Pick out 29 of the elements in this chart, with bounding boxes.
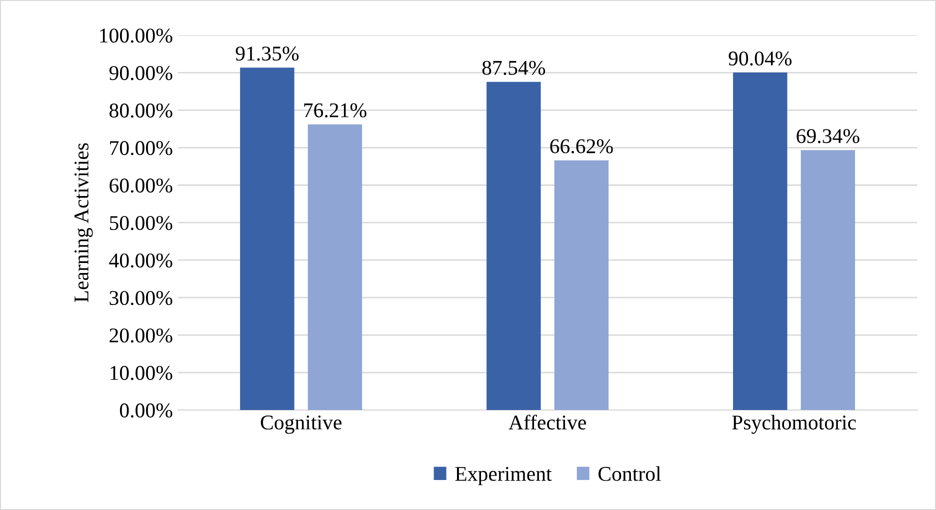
data-label: 87.54% — [482, 60, 546, 75]
data-label: 76.21% — [304, 103, 366, 118]
data-label: 66.62% — [550, 139, 613, 154]
y-tick-label: 20.00% — [110, 328, 172, 343]
y-tick-label: 50.00% — [110, 216, 172, 230]
x-tick-label: Psychomotoric — [732, 414, 856, 434]
y-tick-label: 70.00% — [110, 141, 172, 156]
data-label: 69.34% — [796, 129, 860, 144]
legend-label: Experiment — [455, 466, 552, 486]
bar — [733, 72, 788, 410]
bar — [240, 68, 294, 410]
legend-label: Control — [598, 466, 661, 481]
y-tick-label: 0.00% — [120, 403, 172, 418]
y-tick-label: 10.00% — [110, 366, 172, 380]
bar — [800, 150, 856, 410]
bar — [308, 124, 362, 410]
bar — [486, 82, 541, 410]
bar — [554, 160, 609, 410]
y-axis-title: Learning Activities — [74, 143, 93, 302]
y-tick-label: 60.00% — [110, 178, 172, 193]
y-tick-label: 100.00% — [100, 28, 172, 43]
y-tick-label: 30.00% — [110, 290, 172, 306]
y-tick-label: 80.00% — [110, 104, 172, 118]
y-tick-label: 90.00% — [109, 66, 172, 80]
x-tick-label: Affective — [508, 414, 586, 430]
y-tick-label: 40.00% — [109, 253, 172, 268]
data-label: 90.04% — [728, 51, 792, 66]
data-label: 91.35% — [236, 46, 299, 61]
x-tick-label: Cognitive — [260, 416, 342, 434]
